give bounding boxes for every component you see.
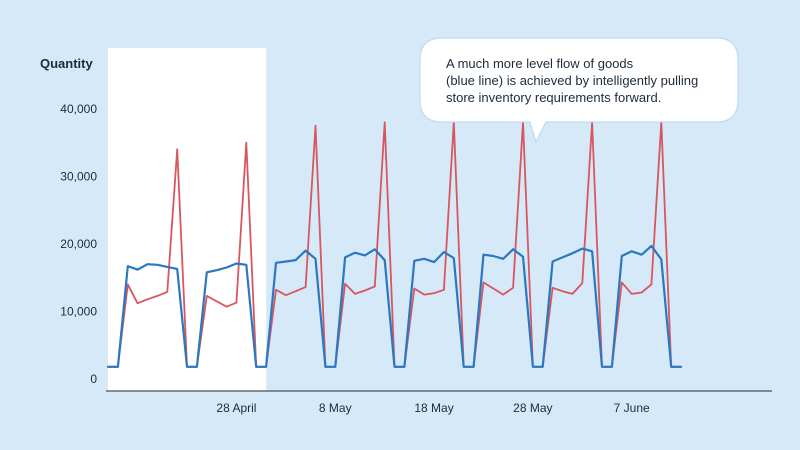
y-tick-label: 0 <box>90 372 97 386</box>
y-tick-label: 30,000 <box>60 169 97 183</box>
blue-series-line <box>106 244 683 368</box>
callout-line-3: store inventory requirements forward. <box>446 90 661 105</box>
x-axis-ticks: 28 April 8 May 18 May 28 May 7 June <box>216 401 650 415</box>
annotation-callout: A much more level flow of goods (blue li… <box>419 37 739 144</box>
series-lines <box>106 121 683 368</box>
x-tick-label: 18 May <box>414 401 453 415</box>
y-axis-label: Quantity <box>40 56 93 71</box>
x-tick-label: 28 May <box>513 401 552 415</box>
x-tick-label: 7 June <box>614 401 650 415</box>
y-tick-label: 40,000 <box>60 102 97 116</box>
callout-line-2: (blue line) is achieved by intelligently… <box>446 73 698 88</box>
y-tick-label: 10,000 <box>60 304 97 318</box>
highlight-region <box>108 48 267 391</box>
y-axis-ticks: 0 10,000 20,000 30,000 40,000 <box>60 102 97 386</box>
x-tick-label: 28 April <box>216 401 256 415</box>
callout-line-1: A much more level flow of goods <box>446 56 634 71</box>
x-tick-label: 8 May <box>319 401 352 415</box>
y-tick-label: 20,000 <box>60 237 97 251</box>
callout-bubble <box>419 37 739 144</box>
